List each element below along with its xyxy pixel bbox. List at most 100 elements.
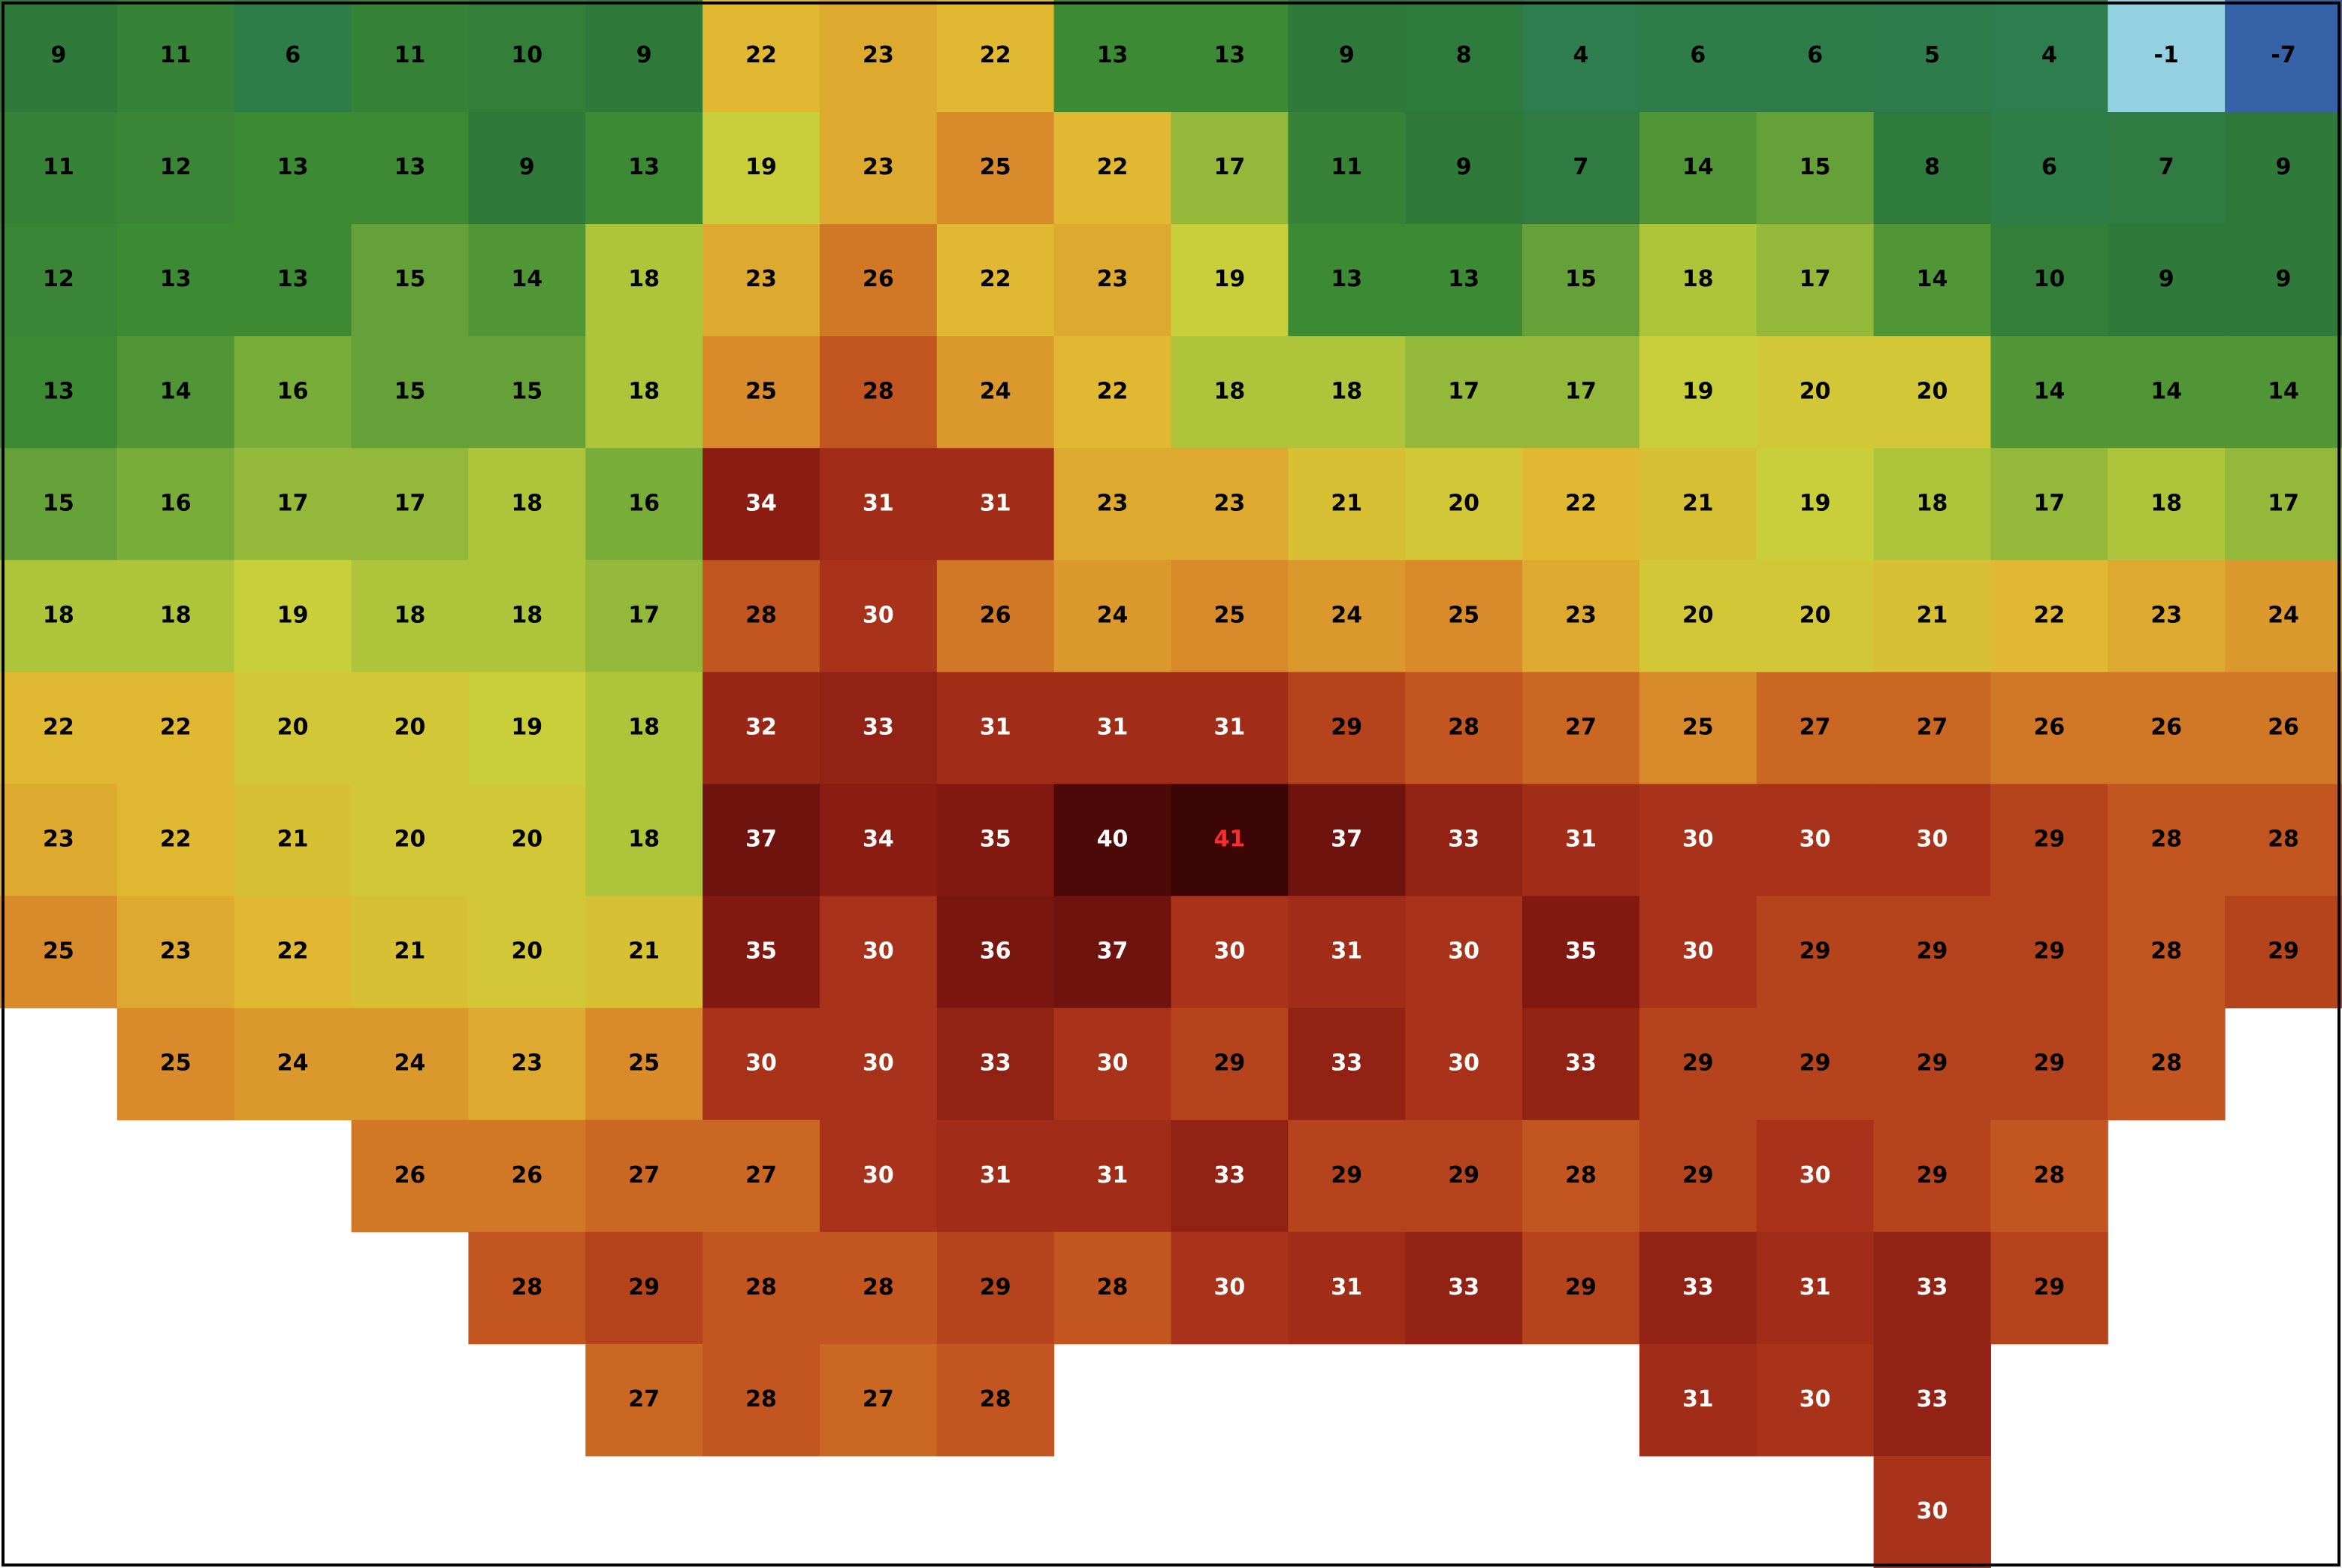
temperature-cell [1639,0,1757,113]
temperature-label: 25 [1214,602,1246,628]
temperature-label: 11 [43,154,74,180]
temperature-cell [1405,1008,1523,1121]
temperature-label: -1 [2154,42,2179,68]
temperature-cell [1522,448,1640,560]
temperature-cell [0,112,118,225]
temperature-cell [585,1231,703,1345]
temperature-label: 14 [511,266,542,292]
temperature-cell [703,896,820,1009]
temperature-label: 29 [1331,714,1362,740]
temperature-label: 22 [1097,378,1129,404]
temperature-cell [1288,672,1406,784]
temperature-cell [703,224,820,337]
temperature-label: 31 [1331,938,1362,965]
temperature-cell [936,1008,1055,1121]
temperature-cell [1639,1231,1757,1345]
temperature-cell [351,784,469,897]
temperature-cell [1288,1231,1406,1345]
temperature-label: 29 [1800,1050,1831,1077]
temperature-cell [351,560,469,672]
temperature-cell [2108,560,2226,672]
temperature-label: 11 [160,42,192,68]
temperature-cell [351,0,469,113]
temperature-cell [1288,896,1406,1009]
temperature-label: 23 [2150,602,2182,628]
temperature-label: 15 [43,490,74,516]
temperature-cell [585,0,703,113]
temperature-cell [936,1119,1055,1233]
temperature-label: 9 [519,154,535,180]
temperature-label: 31 [1097,714,1129,740]
temperature-cell [1522,1008,1640,1121]
temperature-cell [1288,336,1406,449]
temperature-label: 37 [1097,938,1129,965]
temperature-label: 24 [1331,602,1362,628]
temperature-cell [2108,448,2226,560]
temperature-label: 25 [1448,602,1479,628]
temperature-cell [2108,896,2226,1009]
temperature-cell [351,672,469,784]
temperature-label: 22 [1097,154,1129,180]
temperature-label: 28 [745,1274,777,1301]
temperature-cell [1053,1008,1171,1121]
temperature-cell [116,112,235,225]
temperature-label: 27 [1800,714,1831,740]
temperature-cell [1756,0,1875,113]
temperature-label: 31 [1682,1386,1714,1412]
temperature-label: 29 [2034,1050,2065,1077]
temperature-label: 7 [1573,154,1589,180]
temperature-cell [0,560,118,672]
temperature-cell [234,224,352,337]
temperature-cell [1171,1008,1289,1121]
temperature-cell [234,1008,352,1121]
temperature-label: 33 [980,1050,1011,1077]
temperature-label: 31 [980,490,1011,516]
temperature-cell [703,1343,820,1457]
temperature-label: 28 [2268,826,2299,853]
temperature-label: 30 [863,938,894,965]
temperature-label: 29 [1565,1274,1597,1301]
temperature-label: 17 [2034,490,2065,516]
temperature-cell [351,224,469,337]
temperature-cell [1405,784,1523,897]
temperature-label: 15 [1565,266,1597,292]
temperature-cell [351,336,469,449]
temperature-label: 25 [980,154,1011,180]
temperature-cell [819,672,938,784]
temperature-cell [819,784,938,897]
temperature-label: 31 [1214,714,1246,740]
temperature-cell [1990,224,2108,337]
temperature-label: 13 [277,154,309,180]
temperature-label: 23 [511,1050,542,1077]
temperature-label: 10 [2034,266,2065,292]
temperature-cell [2108,0,2226,113]
temperature-cell [1873,1119,1991,1233]
temperature-label: 20 [1917,378,1948,404]
temperature-label: 27 [863,1386,894,1412]
temperature-cell [1171,784,1289,897]
temperature-label: 35 [745,938,777,965]
temperature-cell [1171,336,1289,449]
temperature-cell [1053,896,1171,1009]
temperature-label: 29 [1682,1050,1714,1077]
temperature-cell [1873,0,1991,113]
temperature-cell [2108,1008,2226,1121]
temperature-cell [2108,672,2226,784]
temperature-cell [819,112,938,225]
temperature-label: 24 [277,1050,309,1077]
temperature-label: 22 [980,266,1011,292]
temperature-label: 24 [2268,602,2299,628]
temperature-cell [1990,1119,2108,1233]
temperature-cell [2225,672,2342,784]
temperature-cell [585,672,703,784]
temperature-label: 21 [1682,490,1714,516]
temperature-label: 10 [511,42,542,68]
temperature-cell [1522,224,1640,337]
temperature-label: 9 [50,42,66,68]
temperature-label: 27 [628,1162,660,1189]
temperature-label: 14 [2034,378,2065,404]
temperature-label: 20 [394,826,426,853]
temperature-label: 21 [394,938,426,965]
